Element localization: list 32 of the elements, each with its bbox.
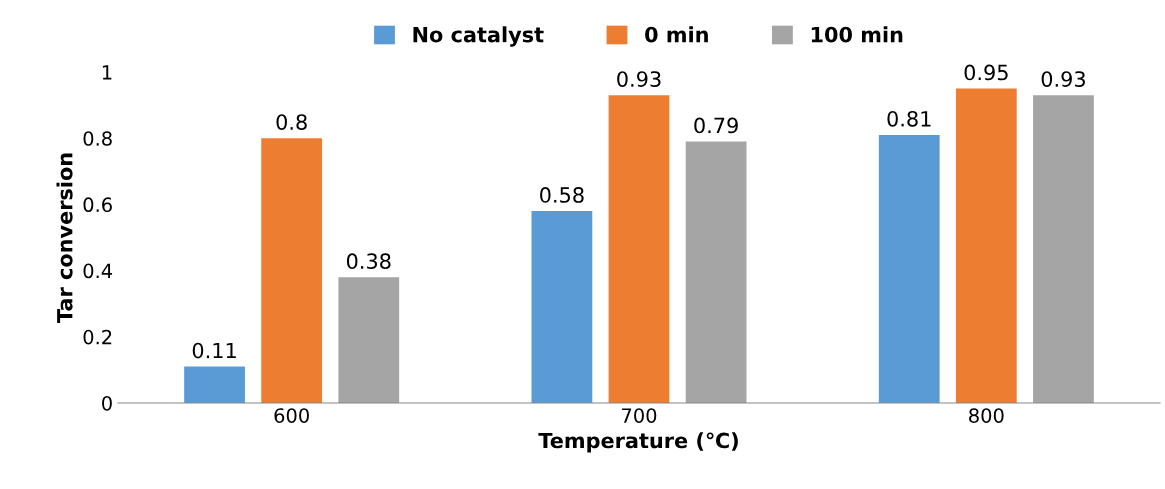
y-tick-label: 0.4: [83, 263, 113, 279]
y-axis-title: Tar conversion: [56, 153, 73, 324]
x-axis-title: Temperature (℃): [538, 432, 738, 453]
data-label: 0.81: [887, 110, 931, 127]
bar: [878, 134, 940, 403]
data-label: 0.38: [346, 253, 391, 270]
data-label: 0.93: [617, 71, 661, 87]
y-tick-label: 0: [102, 395, 112, 411]
y-tick-label: 0.2: [83, 329, 112, 345]
data-label: 0.8: [276, 114, 307, 130]
y-tick-label: 1: [102, 65, 112, 80]
y-tick-label: 0.8: [83, 131, 112, 146]
x-tick-label: 600: [274, 408, 309, 423]
legend-label: 100 min: [811, 26, 903, 43]
data-label: 0.79: [694, 117, 738, 134]
x-tick-label: 700: [622, 408, 657, 423]
data-label: 0.95: [964, 64, 1008, 81]
data-label: 0.11: [192, 342, 236, 359]
data-label: 0.93: [1041, 71, 1085, 87]
legend-label: No catalyst: [413, 26, 544, 47]
bar: [261, 138, 323, 403]
bar: [685, 141, 747, 403]
y-tick-label: 0.6: [83, 197, 112, 213]
bar: [184, 366, 245, 403]
bar: [955, 88, 1017, 403]
bar: [1033, 95, 1094, 403]
data-label: 0.58: [540, 187, 584, 203]
bar: [531, 211, 593, 403]
legend-label: 0 min: [645, 26, 708, 43]
x-tick-label: 800: [969, 408, 1004, 423]
bar: [338, 277, 400, 403]
bar: [608, 95, 670, 403]
